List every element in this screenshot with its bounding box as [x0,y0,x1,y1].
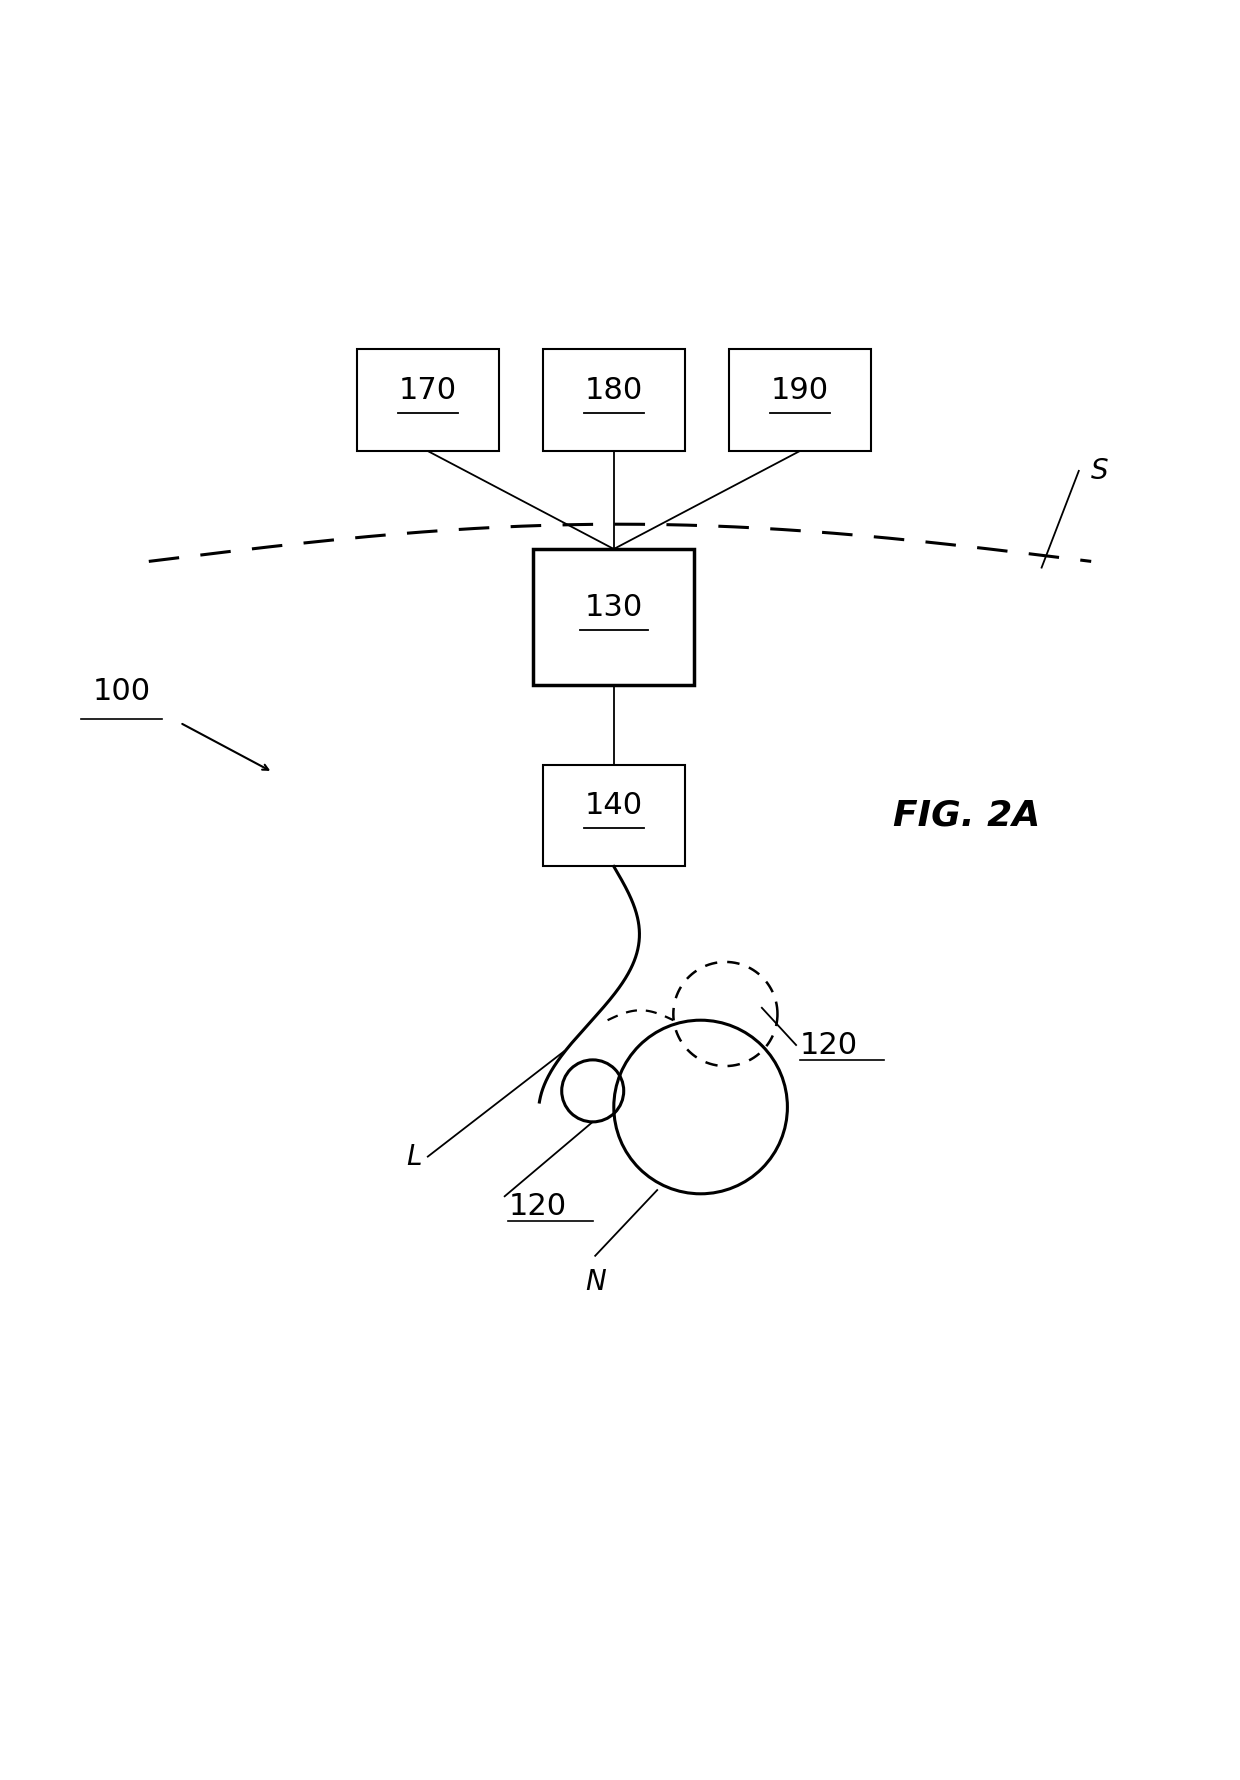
Text: 170: 170 [399,376,456,404]
Bar [729,349,870,450]
Text: 140: 140 [585,790,642,821]
Text: 100: 100 [93,678,150,707]
Bar [357,349,498,450]
Text: S: S [1091,457,1109,484]
Text: L: L [407,1143,422,1171]
Text: FIG. 2A: FIG. 2A [893,799,1040,833]
Text: 120: 120 [800,1031,858,1059]
Bar [533,548,694,685]
Text: 130: 130 [585,593,642,621]
Bar [543,765,684,867]
Text: 120: 120 [508,1191,567,1221]
Text: 180: 180 [585,376,642,404]
Bar [543,349,684,450]
Text: N: N [585,1267,605,1296]
Text: 190: 190 [771,376,828,404]
